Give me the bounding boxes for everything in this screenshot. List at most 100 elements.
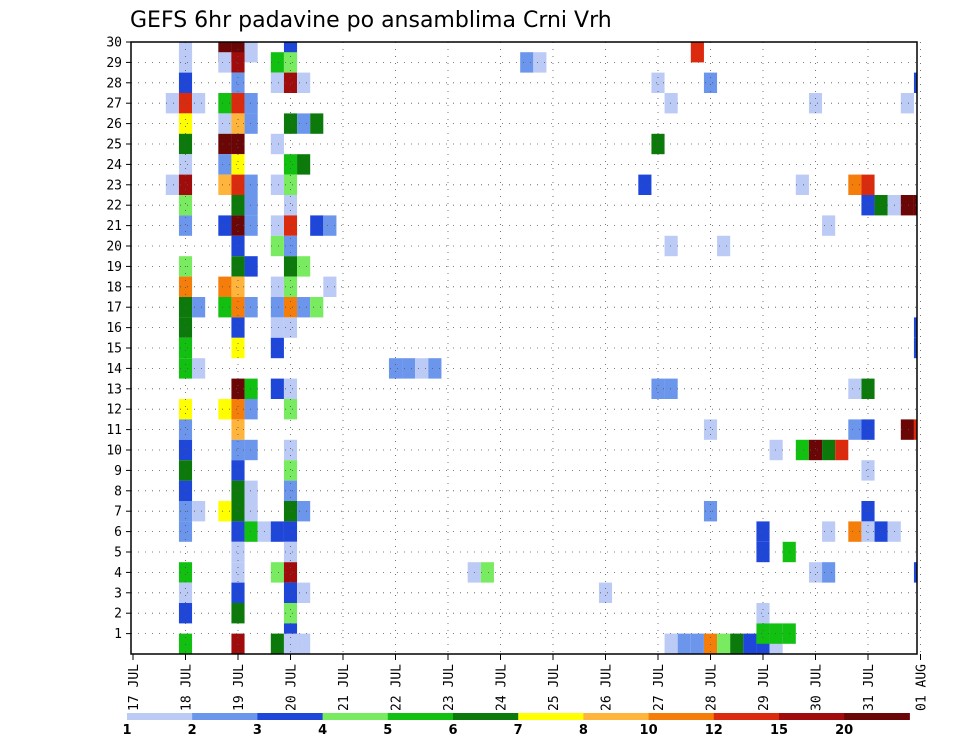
colorbar-swatch: [518, 713, 584, 720]
x-tick-label: 19 JUL: [232, 664, 247, 711]
heatmap-cell: [192, 501, 206, 522]
heatmap-cell: [808, 439, 823, 461]
heatmap-cell: [178, 317, 193, 338]
x-tick-label: 21 JUL: [337, 664, 352, 711]
heatmap-cell: [703, 633, 718, 654]
heatmap-cell: [717, 633, 731, 654]
heatmap-cell: [244, 501, 258, 522]
heatmap-cell: [178, 521, 193, 542]
heatmap-cell: [270, 562, 284, 583]
heatmap-cell: [231, 378, 245, 399]
heatmap-cell: [283, 460, 298, 481]
x-tick-label: 29 JUL: [757, 664, 772, 711]
colorbar-label: 2: [188, 723, 197, 738]
heatmap-cell: [178, 419, 193, 440]
heatmap-cell: [756, 603, 770, 624]
heatmap-cell: [297, 72, 311, 93]
y-tick-label: 21: [106, 219, 122, 234]
heatmap-cell: [388, 358, 403, 379]
heatmap-cell: [283, 378, 298, 399]
heatmap-cell: [323, 215, 337, 236]
heatmap-cell: [231, 174, 245, 195]
colorbar-swatch: [192, 713, 258, 720]
heatmap-cell: [178, 133, 193, 155]
heatmap-cell: [244, 439, 258, 461]
colorbar-swatch: [648, 713, 715, 720]
heatmap-cell: [415, 358, 429, 379]
colorbar-swatch: [583, 713, 650, 720]
heatmap-cell: [178, 154, 193, 175]
heatmap-cell: [270, 378, 284, 399]
heatmap-cell: [244, 399, 258, 420]
heatmap-cell: [178, 439, 193, 461]
heatmap-cell: [428, 358, 442, 379]
heatmap-cell: [808, 562, 823, 583]
heatmap-cell: [244, 215, 258, 236]
x-tick-label: 17 JUL: [127, 664, 142, 711]
heatmap-cell: [310, 215, 324, 236]
heatmap-cell: [244, 256, 258, 277]
x-tick-label: 01 AUG: [915, 664, 930, 711]
colorbar-swatch: [257, 713, 324, 720]
y-tick-label: 6: [114, 525, 122, 540]
y-tick-label: 25: [106, 138, 122, 153]
heatmap-cell: [402, 358, 416, 379]
x-tick-label: 28 JUL: [705, 664, 720, 711]
colorbar-label: 12: [705, 723, 723, 738]
colorbar-label: 3: [253, 723, 262, 738]
heatmap-cell: [244, 521, 258, 542]
heatmap-cell: [231, 317, 245, 338]
heatmap-cell: [231, 276, 245, 297]
heatmap-cell: [178, 174, 193, 195]
heatmap-cell: [270, 337, 284, 359]
heatmap-cell: [900, 195, 914, 216]
y-tick-label: 4: [114, 566, 122, 581]
y-tick-label: 12: [106, 403, 122, 418]
heatmap-cell: [900, 419, 914, 440]
heatmap-cell: [848, 521, 862, 542]
heatmap-cell: [178, 633, 193, 654]
heatmap-cell: [717, 235, 731, 257]
heatmap-cell: [178, 52, 193, 73]
heatmap-cell: [231, 603, 245, 624]
heatmap-cell: [743, 633, 757, 654]
heatmap-cell: [900, 93, 914, 114]
heatmap-cell: [218, 215, 232, 236]
heatmap-cell: [795, 174, 809, 195]
y-tick-label: 18: [106, 280, 122, 295]
heatmap-cell: [283, 399, 298, 420]
heatmap-cell: [283, 582, 298, 603]
heatmap-cell: [218, 297, 232, 318]
heatmap-cell: [822, 521, 836, 542]
heatmap-cell: [218, 399, 232, 420]
heatmap-cell: [231, 582, 245, 603]
y-tick-label: 14: [106, 362, 122, 377]
heatmap-cell: [192, 297, 206, 318]
heatmap-cell: [283, 562, 298, 583]
heatmap-cell: [178, 72, 193, 93]
heatmap-cell: [808, 93, 823, 114]
heatmap-cell: [756, 521, 770, 542]
heatmap-cell: [283, 297, 298, 318]
heatmap-cell: [297, 113, 311, 134]
heatmap-cell: [664, 235, 678, 257]
y-tick-label: 13: [106, 382, 122, 397]
heatmap-cell: [231, 297, 245, 318]
heatmap-cell: [283, 72, 298, 93]
heatmap-cell: [178, 195, 193, 216]
heatmap-cell: [297, 582, 311, 603]
heatmap-cells: [165, 42, 917, 654]
y-tick-label: 2: [114, 607, 122, 622]
heatmap-cell: [598, 582, 613, 603]
heatmap-cell: [231, 72, 245, 93]
heatmap-cell: [218, 133, 232, 155]
heatmap-cell: [218, 154, 232, 175]
heatmap-cell: [244, 480, 258, 501]
heatmap-cell: [861, 195, 875, 216]
heatmap-cell: [756, 541, 770, 563]
heatmap-cell: [231, 460, 245, 481]
y-axis: 1234567891011121314151617181920212223242…: [106, 36, 131, 642]
heatmap-cell: [874, 521, 888, 542]
y-tick-label: 8: [114, 484, 122, 499]
